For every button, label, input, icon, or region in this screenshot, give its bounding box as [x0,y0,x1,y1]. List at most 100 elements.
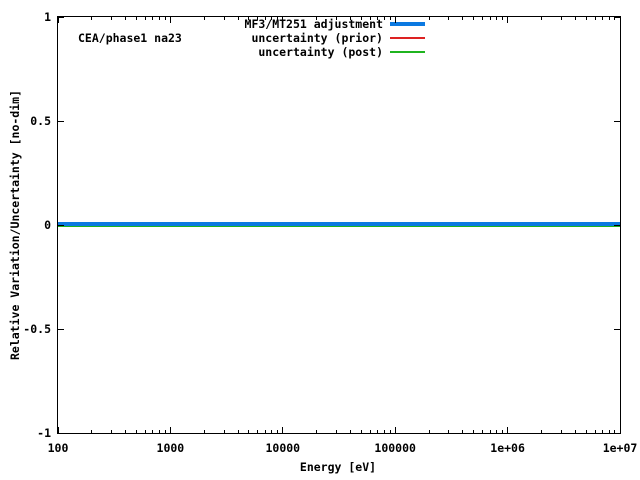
x-minor-tick-mirror [125,17,127,20]
y-major-tick-mirror [614,16,620,18]
y-major-tick [58,120,64,122]
x-minor-tick-mirror [203,17,205,20]
x-minor-tick-mirror [369,17,371,20]
x-tick-label: 100000 [374,441,416,455]
legend-row-adjustment: MF3/MT251 adjustment [58,17,425,31]
x-minor-tick [349,430,351,433]
x-minor-tick-mirror [501,17,503,20]
x-minor-tick [473,430,475,433]
x-minor-tick [448,430,450,433]
x-minor-tick [585,430,587,433]
x-minor-tick [462,430,464,433]
legend-line-sample-adjustment [390,22,425,26]
y-tick-label: 0 [44,218,51,232]
x-minor-tick [91,430,93,433]
x-minor-tick-mirror [335,17,337,20]
legend-label-uncertainty-post: uncertainty (post) [258,45,383,59]
x-minor-tick [159,430,160,433]
x-minor-tick [203,430,205,433]
x-minor-tick [257,430,259,433]
x-minor-tick [594,430,596,433]
legend-label-adjustment: MF3/MT251 adjustment [244,17,383,31]
x-major-tick-mirror [282,17,284,23]
x-minor-tick [489,430,491,433]
x-minor-tick [271,430,273,433]
x-major-tick-mirror [394,17,396,23]
x-minor-tick [136,430,138,433]
x-minor-tick-mirror [136,17,138,20]
x-minor-tick [428,430,430,433]
x-minor-tick-mirror [560,17,562,20]
x-minor-tick-mirror [164,17,166,20]
x-minor-tick-mirror [428,17,430,20]
y-major-tick [58,224,64,226]
x-minor-tick-mirror [152,17,154,20]
x-minor-tick-mirror [111,17,113,20]
x-minor-tick-mirror [608,17,610,20]
legend-row-uncertainty-post: uncertainty (post) [58,45,425,59]
x-minor-tick [608,430,610,433]
x-minor-tick [377,430,379,433]
x-tick-label: 1e+07 [602,441,638,455]
y-tick-label: -1 [37,426,51,440]
x-tick-label: 10000 [265,441,301,455]
y-major-tick-mirror [614,120,620,122]
x-minor-tick-mirror [257,17,259,20]
x-minor-tick-mirror [462,17,464,20]
x-minor-tick-mirror [496,17,498,20]
y-major-tick [58,432,64,434]
x-major-tick [282,427,284,433]
x-minor-tick-mirror [389,17,391,20]
x-tick-label: 1e+06 [490,441,525,455]
uncertainty-post-line [58,224,620,227]
adjustment-line [58,221,620,226]
x-minor-tick-mirror [271,17,273,20]
x-minor-tick [383,430,385,433]
x-minor-tick [264,430,266,433]
x-minor-tick-mirror [489,17,491,20]
x-minor-tick [602,430,604,433]
x-minor-tick-mirror [383,17,385,20]
x-minor-tick [614,430,616,433]
x-minor-tick [496,430,498,433]
legend-line-sample-uncertainty-prior [390,37,425,39]
x-minor-tick [574,430,576,433]
x-minor-tick [316,430,318,433]
plot-area: CEA/phase1 na23 MF3/MT251 adjustment unc… [57,16,621,434]
x-major-tick-mirror [169,17,171,23]
x-minor-tick-mirror [237,17,239,20]
x-minor-tick-mirror [602,17,604,20]
x-major-tick [394,427,396,433]
x-axis-label: Energy [eV] [299,460,377,474]
y-tick-label: -0.5 [23,322,51,336]
x-minor-tick-mirror [448,17,450,20]
x-minor-tick-mirror [360,17,362,20]
x-major-tick-mirror [57,17,59,23]
x-minor-tick [152,430,154,433]
x-minor-tick-mirror [574,17,576,20]
legend: MF3/MT251 adjustment uncertainty (prior)… [58,17,425,60]
plot-annotation: CEA/phase1 na23 [78,31,182,45]
x-minor-tick-mirror [277,17,279,20]
x-minor-tick [223,430,225,433]
legend-label-uncertainty-prior: uncertainty (prior) [251,31,383,45]
x-major-tick-mirror [507,17,509,23]
x-minor-tick [389,430,391,433]
legend-row-uncertainty-prior: uncertainty (prior) [58,31,425,45]
y-tick-label: 1 [44,10,51,24]
x-minor-tick-mirror [91,17,93,20]
x-major-tick [619,427,621,433]
x-minor-tick [164,430,166,433]
x-major-tick [57,427,59,433]
x-minor-tick-mirror [223,17,225,20]
y-major-tick-mirror [614,328,620,330]
x-major-tick [169,427,171,433]
x-minor-tick-mirror [316,17,318,20]
x-minor-tick-mirror [585,17,587,20]
x-minor-tick-mirror [159,17,160,20]
x-minor-tick-mirror [614,17,616,20]
x-minor-tick [144,430,146,433]
x-minor-tick [335,430,337,433]
x-minor-tick-mirror [377,17,379,20]
